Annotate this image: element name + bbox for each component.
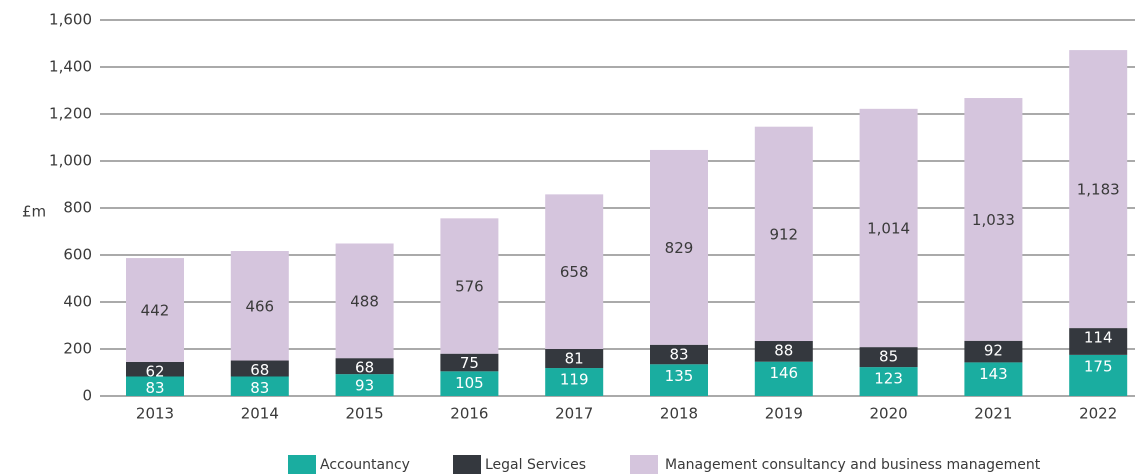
bar-segment bbox=[650, 344, 708, 365]
bar-segment bbox=[1069, 328, 1128, 355]
data-label: 85 bbox=[879, 348, 898, 366]
data-label: 105 bbox=[455, 374, 484, 392]
bar-segment bbox=[650, 149, 708, 345]
data-label: 81 bbox=[565, 350, 584, 368]
bar-segment bbox=[964, 340, 1023, 363]
y-tick-label: 200 bbox=[63, 340, 92, 358]
x-tick-label: 2021 bbox=[974, 405, 1012, 423]
legend-swatch bbox=[453, 455, 481, 474]
data-label: 1,183 bbox=[1077, 181, 1120, 199]
data-label: 92 bbox=[984, 341, 1003, 359]
bar-segment bbox=[126, 258, 184, 362]
bar-segment bbox=[964, 362, 1023, 396]
bar-segment bbox=[545, 194, 604, 349]
bar-segment bbox=[754, 341, 813, 362]
data-label: 488 bbox=[350, 292, 379, 310]
data-label: 143 bbox=[979, 365, 1008, 383]
bar-segment bbox=[126, 361, 184, 377]
data-label: 75 bbox=[460, 354, 479, 372]
bar-segment bbox=[545, 368, 604, 396]
bar-segment bbox=[440, 353, 499, 372]
data-label: 135 bbox=[665, 367, 694, 385]
data-label: 114 bbox=[1084, 329, 1113, 347]
data-label: 68 bbox=[250, 361, 269, 379]
bar-segment bbox=[440, 218, 499, 354]
bar-segment bbox=[859, 367, 918, 396]
y-axis-label: £m bbox=[22, 203, 46, 221]
legend-label: Accountancy bbox=[320, 457, 410, 473]
bar-segment bbox=[754, 361, 813, 396]
y-tick-label: 1,000 bbox=[49, 152, 92, 170]
bar-segment bbox=[650, 364, 708, 396]
bar-segment bbox=[126, 376, 184, 396]
x-tick-label: 2022 bbox=[1079, 405, 1117, 423]
x-tick-label: 2014 bbox=[241, 405, 279, 423]
y-tick-label: 1,200 bbox=[49, 105, 92, 123]
x-tick-label: 2013 bbox=[136, 405, 174, 423]
data-label: 912 bbox=[769, 225, 798, 243]
y-tick-label: 0 bbox=[82, 387, 92, 405]
legend-swatch bbox=[630, 455, 658, 474]
x-tick-label: 2017 bbox=[555, 405, 593, 423]
x-tick-label: 2016 bbox=[450, 405, 488, 423]
x-tick-label: 2018 bbox=[660, 405, 698, 423]
data-label: 88 bbox=[774, 342, 793, 360]
y-tick-label: 800 bbox=[63, 199, 92, 217]
data-label: 466 bbox=[245, 297, 274, 315]
data-label: 83 bbox=[250, 379, 269, 397]
bar-segment bbox=[859, 108, 918, 348]
bar-segment bbox=[335, 374, 394, 396]
bar-segment bbox=[545, 349, 604, 369]
data-label: 658 bbox=[560, 263, 589, 281]
bar-segment bbox=[335, 358, 394, 375]
y-tick-label: 400 bbox=[63, 293, 92, 311]
data-label: 83 bbox=[145, 379, 164, 397]
bar-segment bbox=[230, 360, 289, 377]
bar-segment bbox=[1069, 50, 1128, 329]
data-label: 146 bbox=[769, 364, 798, 382]
data-label: 829 bbox=[665, 239, 694, 257]
bar-segment bbox=[1069, 354, 1128, 396]
bar-segment bbox=[230, 376, 289, 396]
data-label: 576 bbox=[455, 278, 484, 296]
y-tick-label: 600 bbox=[63, 246, 92, 264]
legend-label: Legal Services bbox=[485, 457, 586, 473]
legend-swatch bbox=[288, 455, 316, 474]
data-label: 175 bbox=[1084, 357, 1113, 375]
legend-label: Management consultancy and business mana… bbox=[665, 457, 1041, 473]
bar-segment bbox=[335, 243, 394, 359]
data-label: 1,033 bbox=[972, 211, 1015, 229]
data-label: 83 bbox=[669, 345, 688, 363]
bar-segment bbox=[859, 347, 918, 368]
data-label: 68 bbox=[355, 359, 374, 377]
data-label: 119 bbox=[560, 371, 589, 389]
x-tick-label: 2015 bbox=[346, 405, 384, 423]
y-tick-label: 1,400 bbox=[49, 58, 92, 76]
data-label: 62 bbox=[145, 362, 164, 380]
y-tick-label: 1,600 bbox=[49, 11, 92, 29]
data-label: 123 bbox=[874, 370, 903, 388]
data-label: 93 bbox=[355, 377, 374, 395]
bar-segment bbox=[440, 371, 499, 396]
data-label: 1,014 bbox=[867, 219, 910, 237]
bar-segment bbox=[964, 98, 1023, 341]
data-label: 442 bbox=[141, 301, 170, 319]
bar-segment bbox=[230, 251, 289, 361]
x-tick-label: 2020 bbox=[870, 405, 908, 423]
bar-segment bbox=[754, 126, 813, 342]
x-tick-label: 2019 bbox=[765, 405, 803, 423]
